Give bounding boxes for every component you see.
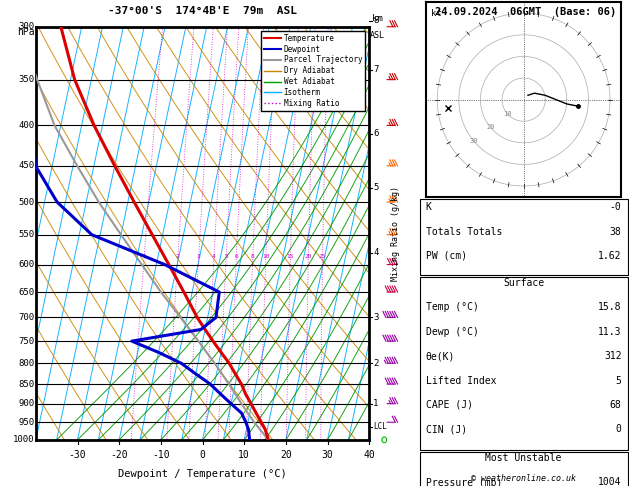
Text: Most Unstable: Most Unstable (486, 453, 562, 463)
Text: 700: 700 (18, 313, 34, 322)
Text: 10: 10 (238, 450, 250, 460)
Text: 10: 10 (503, 110, 511, 117)
Text: Surface: Surface (503, 278, 544, 288)
Text: Temp (°C): Temp (°C) (426, 302, 479, 312)
Text: θe(K): θe(K) (426, 351, 455, 361)
Text: 1000: 1000 (13, 435, 34, 444)
Text: Lifted Index: Lifted Index (426, 376, 496, 385)
Text: 0: 0 (199, 450, 206, 460)
Text: 6: 6 (373, 129, 379, 139)
Text: 4: 4 (212, 254, 216, 259)
Text: 30: 30 (470, 139, 478, 144)
Text: 500: 500 (18, 197, 34, 207)
Text: 350: 350 (18, 75, 34, 84)
Text: 38: 38 (610, 226, 621, 237)
Text: 0: 0 (616, 424, 621, 434)
Text: 850: 850 (18, 380, 34, 389)
Text: 30: 30 (321, 450, 333, 460)
Text: hPa: hPa (18, 27, 35, 37)
Text: 5: 5 (373, 184, 379, 192)
Text: PW (cm): PW (cm) (426, 251, 467, 261)
Text: 24.09.2024  06GMT  (Base: 06): 24.09.2024 06GMT (Base: 06) (435, 7, 616, 17)
Text: 312: 312 (604, 351, 621, 361)
FancyBboxPatch shape (420, 199, 628, 275)
Text: 900: 900 (18, 399, 34, 408)
Text: Pressure (mb): Pressure (mb) (426, 477, 502, 486)
Text: kt: kt (431, 9, 442, 18)
Text: 750: 750 (18, 337, 34, 346)
Text: 800: 800 (18, 359, 34, 368)
Text: 450: 450 (18, 161, 34, 171)
Text: 68: 68 (610, 400, 621, 410)
Text: -30: -30 (69, 450, 86, 460)
Text: 5: 5 (616, 376, 621, 385)
Text: 650: 650 (18, 288, 34, 296)
Text: 3: 3 (197, 254, 201, 259)
Text: 20: 20 (486, 124, 495, 130)
Text: 1: 1 (373, 399, 379, 408)
Text: 6: 6 (235, 254, 238, 259)
Text: K: K (426, 202, 431, 212)
Text: LCL: LCL (373, 422, 387, 431)
FancyBboxPatch shape (420, 277, 628, 450)
Text: 7: 7 (373, 65, 379, 74)
Text: 2: 2 (176, 254, 179, 259)
Text: 400: 400 (18, 121, 34, 130)
Text: CIN (J): CIN (J) (426, 424, 467, 434)
Text: Dewp (°C): Dewp (°C) (426, 327, 479, 337)
Text: 1004: 1004 (598, 477, 621, 486)
Text: 1.62: 1.62 (598, 251, 621, 261)
Text: Totals Totals: Totals Totals (426, 226, 502, 237)
Legend: Temperature, Dewpoint, Parcel Trajectory, Dry Adiabat, Wet Adiabat, Isotherm, Mi: Temperature, Dewpoint, Parcel Trajectory… (261, 31, 365, 111)
Text: Mixing Ratio (g/kg): Mixing Ratio (g/kg) (391, 186, 401, 281)
Text: Dewpoint / Temperature (°C): Dewpoint / Temperature (°C) (118, 469, 287, 479)
Text: -20: -20 (110, 450, 128, 460)
Text: 8: 8 (373, 17, 379, 25)
Text: 15.8: 15.8 (598, 302, 621, 312)
FancyBboxPatch shape (420, 451, 628, 486)
Text: ASL: ASL (370, 31, 385, 40)
Text: 5: 5 (224, 254, 228, 259)
Text: 8: 8 (251, 254, 255, 259)
Text: 25: 25 (319, 254, 326, 259)
Text: 2: 2 (373, 359, 379, 368)
Text: -0: -0 (610, 202, 621, 212)
Text: 550: 550 (18, 230, 34, 239)
Text: 4: 4 (373, 248, 379, 258)
Text: 40: 40 (364, 450, 375, 460)
Text: 600: 600 (18, 260, 34, 269)
Text: 10: 10 (262, 254, 270, 259)
Text: 15: 15 (287, 254, 294, 259)
Text: 11.3: 11.3 (598, 327, 621, 337)
Text: © weatheronline.co.uk: © weatheronline.co.uk (471, 474, 576, 483)
Text: 1: 1 (142, 254, 146, 259)
Text: -10: -10 (152, 450, 170, 460)
Text: -37°00'S  174°4B'E  79m  ASL: -37°00'S 174°4B'E 79m ASL (108, 6, 297, 17)
Text: 20: 20 (304, 254, 312, 259)
Text: 950: 950 (18, 418, 34, 427)
Text: km: km (372, 14, 383, 22)
Text: 3: 3 (373, 313, 379, 322)
Text: CAPE (J): CAPE (J) (426, 400, 473, 410)
Text: 300: 300 (18, 22, 34, 31)
Text: 20: 20 (280, 450, 292, 460)
